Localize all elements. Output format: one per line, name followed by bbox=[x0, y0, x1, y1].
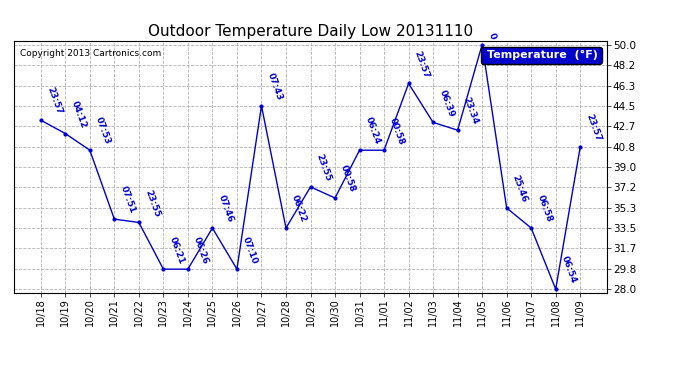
Text: 23:57: 23:57 bbox=[413, 49, 431, 80]
Temperature  (°F) bbox=[37, 118, 45, 122]
Temperature  (°F) bbox=[61, 131, 70, 136]
Text: 23:57: 23:57 bbox=[45, 86, 63, 116]
Temperature  (°F) bbox=[184, 267, 192, 272]
Text: 23:55: 23:55 bbox=[315, 153, 333, 183]
Text: 23:34: 23:34 bbox=[462, 96, 480, 126]
Temperature  (°F) bbox=[380, 148, 388, 153]
Text: 06:58: 06:58 bbox=[535, 194, 553, 224]
Text: 00:58: 00:58 bbox=[388, 116, 406, 146]
Text: 07:10: 07:10 bbox=[241, 235, 259, 265]
Temperature  (°F) bbox=[527, 226, 535, 230]
Title: Outdoor Temperature Daily Low 20131110: Outdoor Temperature Daily Low 20131110 bbox=[148, 24, 473, 39]
Text: 06:26: 06:26 bbox=[192, 235, 210, 265]
Temperature  (°F) bbox=[257, 104, 266, 108]
Text: 06:21: 06:21 bbox=[168, 235, 186, 265]
Text: 07:53: 07:53 bbox=[94, 116, 112, 146]
Text: 07:51: 07:51 bbox=[119, 185, 137, 215]
Temperature  (°F) bbox=[551, 287, 560, 291]
Temperature  (°F) bbox=[331, 196, 339, 200]
Temperature  (°F) bbox=[306, 184, 315, 189]
Temperature  (°F) bbox=[355, 148, 364, 153]
Text: 25:46: 25:46 bbox=[511, 174, 529, 204]
Text: 06:24: 06:24 bbox=[364, 116, 382, 146]
Temperature  (°F) bbox=[502, 206, 511, 210]
Text: 23:57: 23:57 bbox=[584, 112, 602, 143]
Text: 07:46: 07:46 bbox=[217, 194, 235, 224]
Text: 00:58: 00:58 bbox=[339, 164, 357, 194]
Temperature  (°F) bbox=[282, 226, 290, 230]
Temperature  (°F) bbox=[404, 81, 413, 86]
Text: 06:22: 06:22 bbox=[290, 194, 308, 224]
Text: 23:55: 23:55 bbox=[143, 188, 161, 218]
Temperature  (°F) bbox=[429, 120, 437, 124]
Temperature  (°F) bbox=[159, 267, 168, 272]
Temperature  (°F) bbox=[233, 267, 241, 272]
Temperature  (°F) bbox=[135, 220, 143, 225]
Temperature  (°F) bbox=[478, 42, 486, 47]
Temperature  (°F) bbox=[110, 217, 119, 221]
Legend: Temperature  (°F): Temperature (°F) bbox=[481, 47, 602, 63]
Text: 0: 0 bbox=[486, 32, 497, 40]
Text: Copyright 2013 Cartronics.com: Copyright 2013 Cartronics.com bbox=[20, 49, 161, 58]
Text: 04:12: 04:12 bbox=[70, 99, 88, 129]
Text: 06:54: 06:54 bbox=[560, 255, 578, 285]
Text: 06:39: 06:39 bbox=[437, 88, 455, 118]
Temperature  (°F) bbox=[208, 226, 217, 230]
Line: Temperature  (°F): Temperature (°F) bbox=[38, 42, 583, 292]
Text: 07:43: 07:43 bbox=[266, 72, 284, 102]
Temperature  (°F) bbox=[576, 145, 584, 149]
Temperature  (°F) bbox=[453, 128, 462, 132]
Temperature  (°F) bbox=[86, 148, 94, 153]
